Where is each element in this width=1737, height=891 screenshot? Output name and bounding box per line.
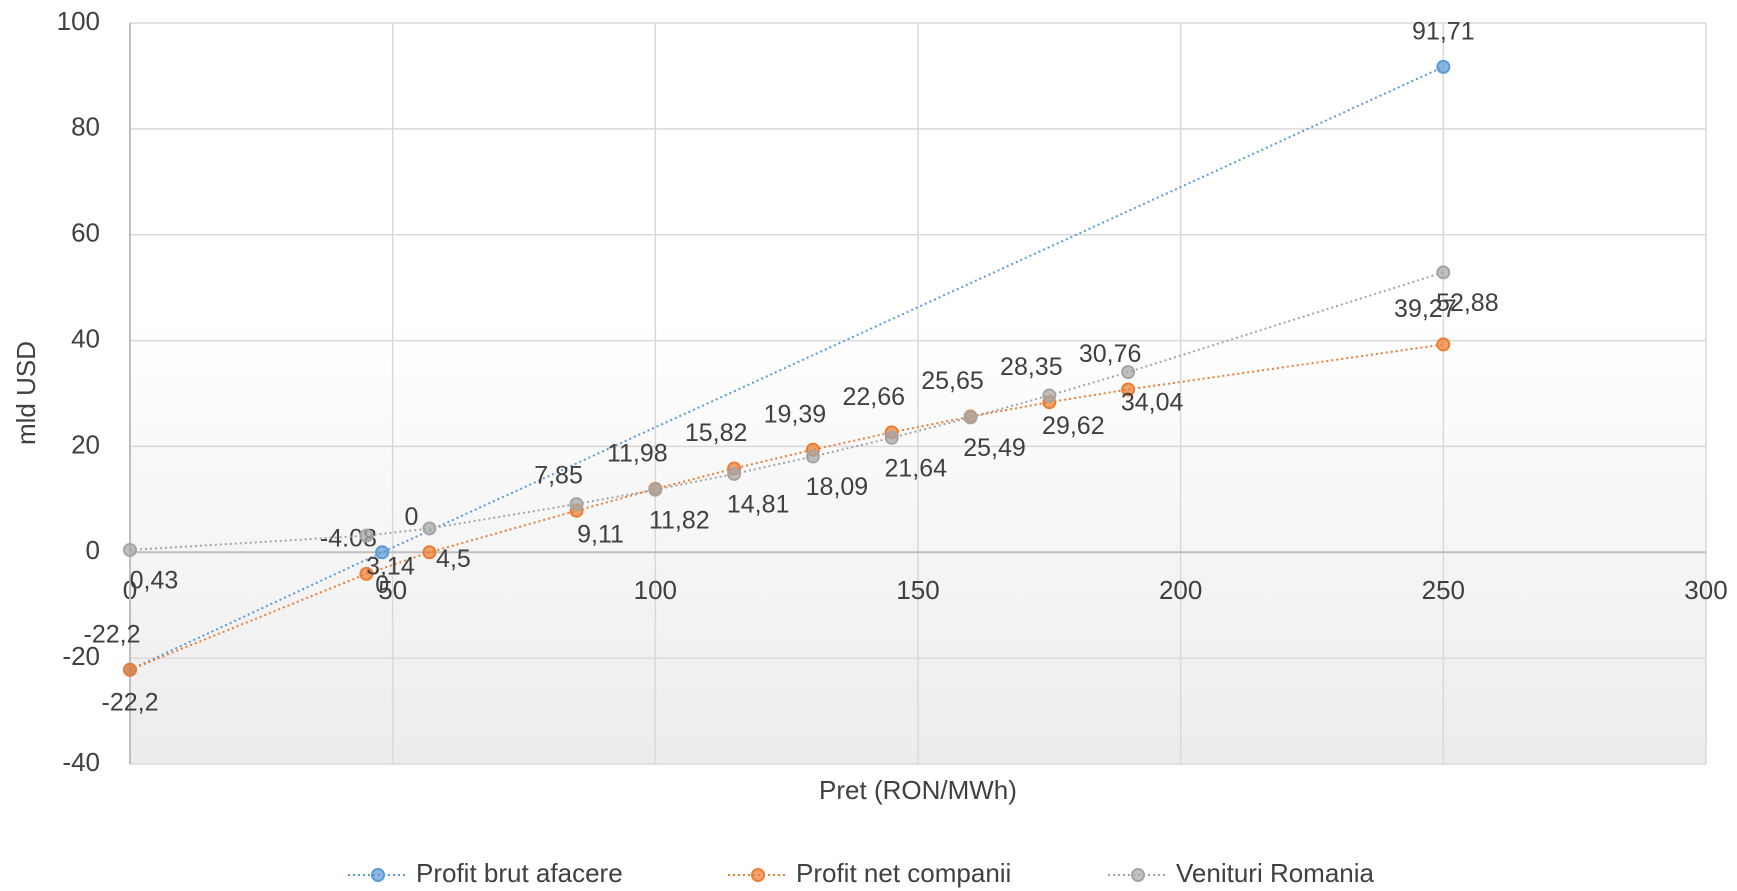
data-point xyxy=(123,543,137,558)
data-label: 7,85 xyxy=(534,461,583,489)
x-tick-label: 250 xyxy=(1422,575,1465,605)
x-tick-label: 50 xyxy=(378,575,407,605)
data-label: 0 xyxy=(375,571,389,599)
data-label: -22,2 xyxy=(102,688,159,716)
data-point xyxy=(123,662,137,677)
y-tick-label: 0 xyxy=(86,535,100,565)
data-point xyxy=(1436,337,1451,352)
data-label: 14,81 xyxy=(727,491,790,519)
data-point xyxy=(805,449,820,464)
data-label: 4,5 xyxy=(436,545,471,573)
y-tick-label: 80 xyxy=(71,112,100,142)
series-line xyxy=(129,271,1444,552)
data-label: 39,27 xyxy=(1394,295,1457,323)
data-label: 3,14 xyxy=(366,552,415,580)
data-point xyxy=(359,566,374,581)
y-tick-label: 60 xyxy=(71,218,100,248)
data-point xyxy=(569,497,584,512)
y-tick-label: -20 xyxy=(62,641,100,671)
x-tick-label: 200 xyxy=(1159,575,1202,605)
data-label: 25,65 xyxy=(921,367,984,395)
legend-label: Profit net companii xyxy=(796,858,1011,888)
y-tick-label: 100 xyxy=(57,6,100,36)
data-point xyxy=(422,521,437,536)
data-label: 18,09 xyxy=(806,473,869,501)
data-label: 25,49 xyxy=(963,434,1026,462)
data-label: 91,71 xyxy=(1412,17,1475,45)
legend-label: Profit brut afacere xyxy=(416,858,623,888)
x-tick-label: 150 xyxy=(896,575,939,605)
data-point xyxy=(727,466,742,481)
x-axis-title: Pret (RON/MWh) xyxy=(819,775,1017,805)
y-tick-label: 40 xyxy=(71,323,100,353)
data-point xyxy=(963,410,978,425)
data-label: 0,43 xyxy=(130,567,179,595)
legend-marker xyxy=(751,868,765,882)
data-label: 9,11 xyxy=(577,521,624,549)
x-tick-label: 100 xyxy=(634,575,677,605)
data-point xyxy=(648,482,663,497)
y-tick-label: -40 xyxy=(62,747,100,777)
y-axis-title: mld USD xyxy=(11,341,41,445)
data-label: 11,98 xyxy=(607,439,668,467)
x-tick-label: 300 xyxy=(1684,575,1727,605)
series-line xyxy=(129,343,1444,671)
data-label: 15,82 xyxy=(685,419,748,447)
data-label: 19,39 xyxy=(764,400,827,428)
legend-marker xyxy=(1131,868,1145,882)
data-label: 30,76 xyxy=(1079,340,1142,368)
legend-marker xyxy=(371,868,385,882)
data-point xyxy=(1042,388,1057,403)
data-point xyxy=(1436,265,1451,280)
data-label: 29,62 xyxy=(1042,412,1105,440)
legend-label: Venituri Romania xyxy=(1176,858,1375,888)
data-label: 52,88 xyxy=(1436,289,1499,317)
series-line xyxy=(129,65,1444,671)
data-label: 0 xyxy=(404,503,418,531)
data-label: 28,35 xyxy=(1000,353,1063,381)
y-tick-label: 20 xyxy=(71,429,100,459)
data-label: -22,2 xyxy=(84,620,141,648)
data-label: 11,82 xyxy=(649,506,710,534)
data-point xyxy=(359,528,374,543)
data-label: 22,66 xyxy=(842,383,905,411)
data-point xyxy=(375,545,390,560)
data-label: 34,04 xyxy=(1121,389,1184,417)
data-point xyxy=(1121,382,1136,397)
data-point xyxy=(1121,365,1136,380)
data-point xyxy=(884,430,899,445)
data-label: 21,64 xyxy=(884,454,947,482)
data-point xyxy=(422,545,437,560)
data-point xyxy=(1436,59,1451,74)
